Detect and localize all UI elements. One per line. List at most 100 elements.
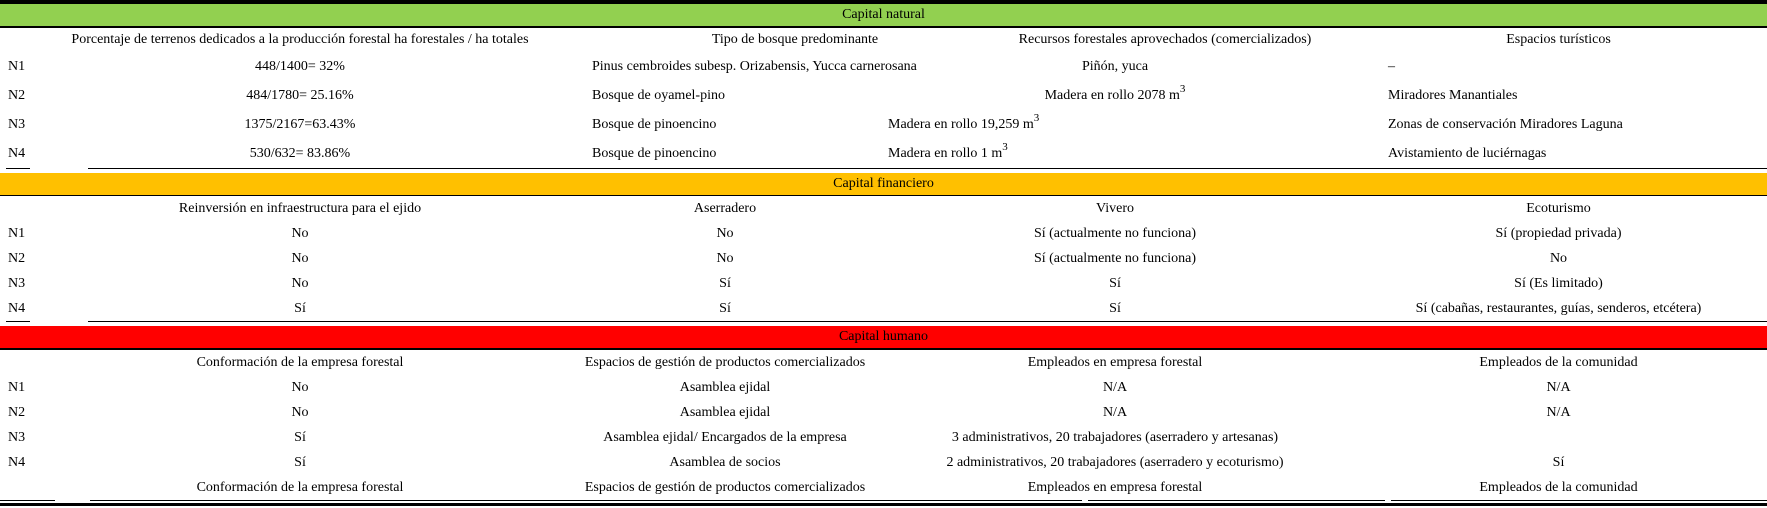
section-capital-humano: Capital humano Conformación de la empresa… (0, 321, 1767, 500)
section-band-capital-humano: Capital humano (0, 326, 1767, 350)
table-top-border (0, 0, 1767, 4)
section-capital-natural: Capital natural Porcentaje de terrenos de… (0, 4, 1767, 168)
row-label: N1 (8, 225, 26, 241)
row-label: N3 (8, 116, 26, 132)
table-row: N4 Sí Sí Sí Sí (cabañas, restaurantes, guías… (0, 296, 1767, 321)
cell: Bosque de pinoencino (592, 116, 717, 132)
column-header: Espacios de gestión de productos comerci… (584, 354, 866, 370)
cell: Sí (actualmente no funciona) (1033, 225, 1197, 241)
table-sections: Capital natural Porcentaje de terrenos de… (0, 4, 1767, 500)
cell: No (716, 225, 734, 241)
cell: Madera en rollo 19,259 m3 (880, 112, 1350, 133)
cell: No (291, 225, 309, 241)
superscript: 3 (1002, 140, 1008, 153)
row-label: N3 (8, 429, 26, 445)
cell-text: Madera en rollo 2078 m (1044, 87, 1180, 103)
cell: Sí (propiedad privada) (1495, 225, 1622, 241)
cell: Sí (294, 300, 306, 316)
cell: No (1549, 250, 1568, 266)
table-row: N1 448/1400= 32% Pinus cembroides subesp. … (0, 52, 1767, 81)
cell: Bosque de pinoencino (592, 145, 717, 161)
cell: No (291, 404, 309, 420)
cell: Sí (Es limitado) (1514, 275, 1603, 291)
row-label: N2 (8, 404, 26, 420)
cell: Sí (294, 454, 306, 470)
table-row: N2 No No Sí (actualmente no funciona) No (0, 246, 1767, 271)
cell: Zonas de conservación Miradores Laguna (1388, 116, 1623, 132)
column-header: Tipo de bosque predominante (711, 32, 879, 47)
section-band-capital-financiero: Capital financiero (0, 173, 1767, 196)
row-label: N1 (8, 379, 26, 395)
column-header: Aserradero (693, 200, 757, 216)
cell: Miradores Manantiales (1388, 87, 1518, 103)
section-separator-line (0, 168, 1767, 169)
footer-column-header: Empleados de la comunidad (1479, 479, 1638, 495)
cell: 1375/2167=63.43% (244, 116, 356, 132)
cell: 3 administrativos, 20 trabajadores (aser… (951, 429, 1279, 445)
column-header: Ecoturismo (1526, 200, 1591, 216)
section-capital-financiero: Capital financiero Reinversión en infraes… (0, 168, 1767, 321)
section-separator-line (0, 321, 1767, 322)
cell-text: Madera en rollo 1 m (888, 145, 1003, 161)
column-header: Vivero (1095, 200, 1135, 216)
section-band-capital-natural: Capital natural (0, 4, 1767, 28)
cell: Sí (719, 300, 731, 316)
cell: Sí (1109, 275, 1121, 291)
row-label: N1 (8, 58, 26, 74)
section-title: Capital natural (842, 7, 925, 22)
row-label: N3 (8, 275, 26, 291)
cell: No (291, 250, 309, 266)
cell: Sí (294, 429, 306, 445)
cell: No (291, 275, 309, 291)
cell: N/A (1546, 404, 1571, 420)
table-row: N3 1375/2167=63.43% Bosque de pinoencino Ma… (0, 110, 1767, 139)
cell: 2 administrativos, 20 trabajadores (aser… (946, 454, 1284, 470)
section-title: Capital financiero (833, 176, 934, 191)
table-row: N2 484/1780= 25.16% Bosque de oyamel-pino M… (0, 81, 1767, 110)
cell: Sí (719, 275, 731, 291)
cell: – (1388, 58, 1395, 74)
cell: Madera en rollo 2078 m3 (880, 83, 1350, 104)
column-header-row: Reinversión en infraestructura para el e… (0, 196, 1767, 221)
row-label: N2 (8, 250, 26, 266)
column-header: Reinversión en infraestructura para el e… (178, 200, 422, 216)
cell: No (291, 379, 309, 395)
cell: Asamblea de socios (669, 454, 781, 470)
superscript: 3 (1179, 82, 1186, 95)
cell: Sí (1109, 300, 1121, 316)
row-label: N4 (8, 300, 26, 316)
row-label: N4 (8, 145, 26, 161)
table-row: N2 No Asamblea ejidal N/A N/A (0, 400, 1767, 425)
table-row: N4 Sí Asamblea de socios 2 administrativos,… (0, 450, 1767, 475)
footer-column-header: Espacios de gestión de productos comerci… (584, 479, 866, 495)
table-row: N4 530/632= 83.86% Bosque de pinoencino Mad… (0, 139, 1767, 168)
column-header: Porcentaje de terrenos dedicados a la pr… (71, 32, 529, 47)
cell: N/A (1102, 404, 1128, 420)
section-title: Capital humano (838, 329, 929, 344)
column-header: Recursos forestales aprovechados (comerc… (1018, 32, 1312, 47)
table-row: N1 No No Sí (actualmente no funciona) Sí (pr… (0, 221, 1767, 246)
column-header-row: Porcentaje de terrenos dedicados a la pr… (0, 28, 1767, 52)
column-header: Espacios turísticos (1506, 32, 1611, 47)
column-header-row: Conformación de la empresa forestal Espac… (0, 350, 1767, 375)
column-header: Empleados en empresa forestal (1027, 354, 1203, 370)
row-label: N4 (8, 454, 26, 470)
superscript: 3 (1033, 111, 1040, 124)
footer-column-header: Empleados en empresa forestal (1027, 479, 1203, 495)
bottom-border-thick-line (0, 503, 1767, 506)
table-row: N1 No Asamblea ejidal N/A N/A (0, 375, 1767, 400)
table-row: N3 No Sí Sí Sí (Es limitado) (0, 271, 1767, 296)
cell: N/A (1102, 379, 1128, 395)
cell: Asamblea ejidal (679, 404, 771, 420)
cell: Sí (1552, 454, 1565, 470)
cell: Pinus cembroides subesp. Orizabensis, Yu… (592, 58, 917, 74)
table-row: N3 Sí Asamblea ejidal/ Encargados de la em… (0, 425, 1767, 450)
cell: 530/632= 83.86% (249, 145, 351, 161)
cell: Bosque de oyamel-pino (592, 87, 725, 103)
row-label: N2 (8, 87, 26, 103)
cell: Sí (cabañas, restaurantes, guías, sender… (1415, 300, 1702, 316)
column-header: Empleados de la comunidad (1479, 354, 1638, 370)
cell: N/A (1546, 379, 1571, 395)
cell: No (716, 250, 734, 266)
